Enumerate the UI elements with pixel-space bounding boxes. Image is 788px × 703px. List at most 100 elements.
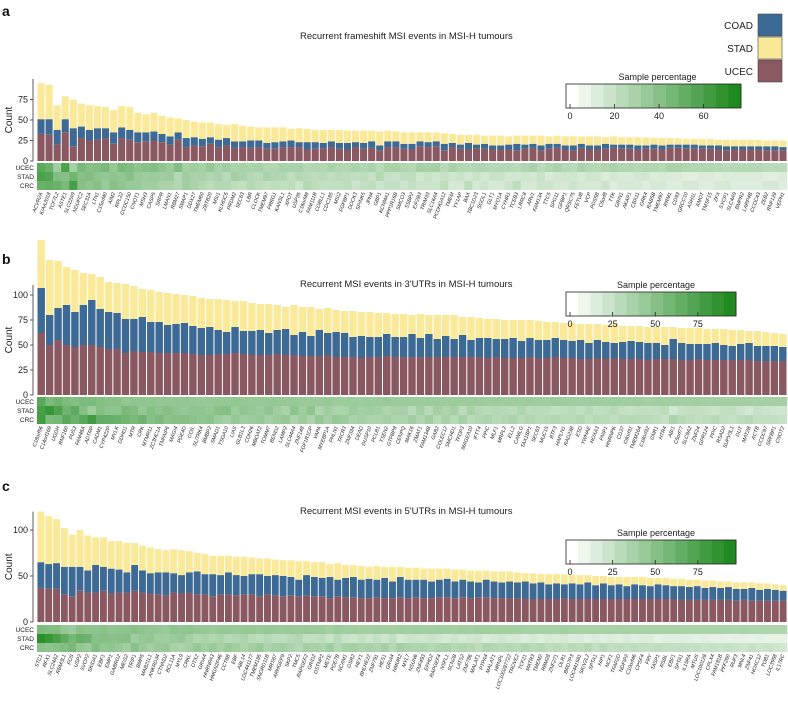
bar-stad-XPOT: [287, 129, 295, 141]
heat-cell-ucec: [375, 163, 385, 172]
heat-cell-stad: [736, 406, 746, 415]
heat-cell-stad: [193, 634, 202, 643]
bar-coad-FAM46A: [79, 305, 88, 345]
bar-stad-TMEM97: [263, 127, 271, 143]
heat-cell-stad: [125, 172, 135, 181]
bar-stad-KCNMA1: [384, 130, 392, 142]
bar-coad-TACR3: [340, 333, 349, 357]
heat-cell-crc: [702, 415, 712, 424]
heat-cell-ucec: [517, 397, 527, 406]
bar-ucec-TMEM2: [537, 599, 545, 622]
heat-row-label: CRC: [20, 645, 34, 652]
heat-cell-ucec: [740, 625, 749, 634]
heat-cell-stad: [560, 634, 569, 643]
heat-cell-ucec: [583, 625, 592, 634]
heat-cell-stad: [216, 634, 225, 643]
bar-ucec-NDUFC2: [77, 138, 85, 161]
colorbar-swatch: [626, 540, 640, 564]
heat-cell-crc: [490, 643, 499, 652]
bar-ucec-SCN2B: [451, 598, 459, 622]
heat-cell-crc: [281, 415, 291, 424]
heat-cell-stad: [198, 172, 207, 181]
bar-stad-C6orf8: [602, 137, 610, 144]
heat-cell-stad: [388, 634, 397, 643]
bar-coad-NDUFC2: [77, 126, 85, 139]
heat-cell-stad: [449, 406, 459, 415]
bar-ucec-MAGI4: [172, 353, 180, 395]
bar-stad-ABI1: [669, 327, 677, 339]
heat-cell-crc: [475, 415, 484, 424]
heat-cell-crc: [302, 643, 311, 652]
bar-coad-TBC1D23: [472, 144, 481, 149]
heat-cell-ucec: [615, 625, 624, 634]
bar-stad-OSR2: [349, 564, 357, 577]
colorbar-swatch: [616, 84, 629, 108]
heat-cell-stad: [141, 172, 151, 181]
heat-cell-crc: [340, 415, 350, 424]
heat-cell-stad: [45, 172, 54, 181]
heat-cell-stad: [472, 172, 481, 181]
heat-cell-stad: [341, 634, 350, 643]
bar-stad-LTN1: [93, 106, 102, 129]
bar-coad-LTN1: [93, 128, 102, 140]
gene-label: SEC63: [235, 192, 246, 210]
bar-coad-MTMR11: [147, 322, 155, 352]
bar-coad-CENPQ: [399, 337, 408, 357]
bar-ucec-TMEM60: [198, 146, 206, 161]
bar-ucec-C16orf48: [303, 149, 311, 161]
heat-cell-ucec: [122, 625, 132, 634]
bar-ucec-PFF260: [724, 599, 732, 622]
bar-stad-ADTRP: [88, 274, 96, 300]
colorbar-swatch: [566, 84, 579, 108]
heat-cell-crc: [615, 643, 624, 652]
heat-cell-stad: [746, 172, 756, 181]
bar-ucec-SLC4A9: [731, 149, 739, 161]
bar-stad-SYCP1: [722, 139, 731, 147]
bar-stad-COBLL1: [319, 129, 327, 143]
heat-cell-ucec: [677, 397, 687, 406]
bar-coad-OTX2: [193, 571, 201, 595]
heat-cell-ucec: [441, 397, 451, 406]
heat-cell-crc: [622, 643, 632, 652]
bar-coad-SMAP1: [182, 138, 190, 148]
heat-cell-crc: [701, 643, 710, 652]
heat-cell-ucec: [271, 625, 280, 634]
bar-coad-TTC5: [545, 143, 553, 149]
bar-coad-PTPA4: [482, 579, 490, 598]
bar-ucec-MAB21L1: [146, 593, 154, 622]
bar-ucec-LOC441177: [248, 594, 256, 622]
heat-cell-crc: [643, 415, 653, 424]
heat-cell-stad: [107, 634, 116, 643]
legend-swatch-stad: [757, 36, 783, 60]
colorbar-tick-label: 75: [693, 567, 703, 577]
bar-coad-CLOCK: [255, 140, 263, 148]
colorbar-swatch: [666, 84, 679, 108]
heat-cell-crc: [254, 181, 264, 190]
heat-cell-crc: [407, 181, 417, 190]
heat-cell-ucec: [357, 625, 366, 634]
bar-stad-MTR: [130, 286, 138, 319]
heat-cell-stad: [138, 634, 147, 643]
gene-label: MAK16: [404, 426, 415, 444]
bar-ucec-GLT1: [489, 149, 497, 161]
heat-cell-crc: [521, 643, 530, 652]
bar-coad-TMEM2: [537, 582, 545, 599]
bar-stad-FAM111B: [311, 129, 319, 143]
heat-cell-stad: [310, 634, 319, 643]
heat-cell-stad: [669, 634, 678, 643]
bar-ucec-CASP5: [150, 140, 158, 161]
heat-cell-ucec: [618, 397, 628, 406]
heat-cell-crc: [601, 415, 611, 424]
heat-cell-ucec: [714, 163, 723, 172]
heat-cell-crc: [711, 415, 720, 424]
heat-cell-crc: [694, 415, 704, 424]
bar-coad-SLC16A4: [432, 141, 440, 147]
bar-coad-PDE4D: [180, 323, 189, 353]
heat-cell-stad: [732, 634, 741, 643]
heat-cell-crc: [374, 415, 383, 424]
heat-cell-crc: [427, 643, 436, 652]
heat-cell-crc: [319, 181, 328, 190]
bar-stad-NSUN6: [412, 567, 420, 580]
bar-stad-GRIA4: [201, 553, 209, 575]
bar-ucec-KIAA2018: [45, 134, 53, 161]
